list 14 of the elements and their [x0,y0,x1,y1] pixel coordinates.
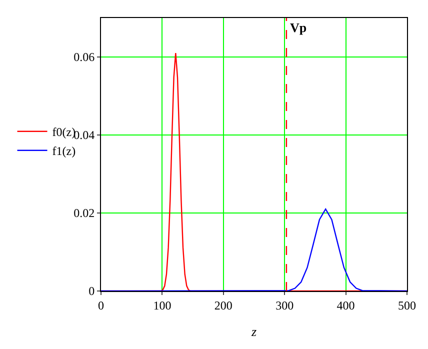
ref-line-label: Vp [290,20,307,35]
x-axis-title: z [250,324,257,339]
legend-label: f0(z) [52,125,76,140]
x-tick-label: 500 [398,298,416,312]
x-tick-label: 200 [214,298,232,312]
line-series [101,208,407,291]
y-tick-label: 0 [88,284,95,298]
x-tick-label: 100 [153,298,172,312]
x-tick-label: 300 [276,298,294,312]
y-tick-label: 0.06 [74,50,95,64]
x-tick-label: 400 [336,298,355,312]
legend-label: f1(z) [52,144,76,158]
x-tick-label: 0 [98,298,104,312]
y-tick-label: 0.02 [74,206,95,220]
